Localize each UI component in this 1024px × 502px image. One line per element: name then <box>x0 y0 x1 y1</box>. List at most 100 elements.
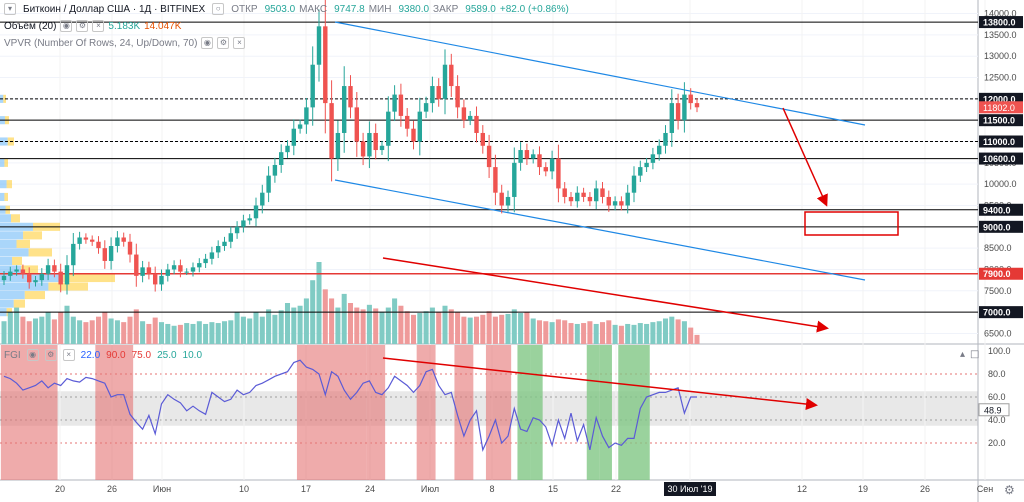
change-value: +82.0 (+0.86%) <box>499 3 569 15</box>
price-tick: 14000.0 <box>984 9 1017 19</box>
fgi-zones <box>0 345 650 480</box>
symbol-legend[interactable]: ▾ Биткоин / Доллар США · 1Д · BITFINEX ○… <box>4 3 569 15</box>
time-tick: Июл <box>421 484 439 494</box>
candles <box>1 0 700 295</box>
volume-bar <box>234 312 240 344</box>
candle-body <box>562 188 567 197</box>
volume-bar <box>32 318 39 344</box>
volume-legend[interactable]: Объём (20) ◉ ⚙ × 5.183K 14.047K <box>4 20 181 32</box>
open-label: ОТКР <box>231 3 258 15</box>
collapse-icon[interactable]: ▾ <box>4 3 16 15</box>
candle-body <box>222 241 227 247</box>
fgi-legend[interactable]: FGI ◉ ⚙ × 22.0 90.0 75.0 25.0 10.0 <box>4 349 204 361</box>
vpvr-bar-up <box>0 239 17 248</box>
volume-bar <box>64 305 70 344</box>
vpvr-bar-up <box>0 231 24 240</box>
time-tick: 24 <box>365 484 375 494</box>
volume-bar <box>442 305 448 344</box>
fgi-tick: 60.0 <box>988 392 1006 402</box>
volume-bar <box>536 320 543 344</box>
close-value: 9589.0 <box>465 3 496 15</box>
eye-icon[interactable]: ◉ <box>26 349 39 361</box>
time-tick: Сен <box>977 484 994 494</box>
circle-icon[interactable]: ○ <box>212 3 225 15</box>
fgi-zone <box>0 345 58 480</box>
vpvr-bar-up <box>0 299 14 308</box>
candle-body <box>367 132 372 157</box>
candle-body <box>449 64 454 87</box>
candle-body <box>411 128 416 142</box>
volume-bar <box>681 321 687 344</box>
candle-body <box>593 188 599 202</box>
time-tick: 15 <box>548 484 558 494</box>
candle-body <box>404 115 410 129</box>
high-label: МАКС <box>299 3 328 15</box>
candle-body <box>606 196 612 206</box>
close-icon[interactable]: × <box>233 37 246 49</box>
vpvr-bar-up <box>0 291 25 300</box>
vpvr-legend[interactable]: VPVR (Number Of Rows, 24, Up/Down, 70) ◉… <box>4 37 246 49</box>
vpvr-bar-up <box>0 158 5 167</box>
candle-body <box>348 86 353 108</box>
price-tick: 8500.0 <box>984 243 1012 253</box>
time-tick: 17 <box>301 484 311 494</box>
time-tick: 20 <box>55 484 65 494</box>
volume-bar <box>530 318 536 344</box>
vpvr-bar-down <box>24 291 45 300</box>
volume-bar <box>196 321 202 344</box>
volume-bar <box>480 314 486 344</box>
volume-bar <box>102 312 108 344</box>
eye-icon[interactable]: ◉ <box>60 20 73 32</box>
volume-bar <box>347 303 354 344</box>
volume-bar <box>329 298 335 344</box>
candle-body <box>518 150 523 163</box>
candle-body <box>197 263 202 268</box>
time-tick: 26 <box>920 484 930 494</box>
candle-body <box>423 103 429 112</box>
fgi-tick: 80.0 <box>988 369 1006 379</box>
volume-bar <box>612 324 618 344</box>
candle-body <box>360 141 366 157</box>
candle-body <box>297 124 303 129</box>
volume-bar <box>146 323 152 344</box>
price-tick: 13000.0 <box>984 51 1017 61</box>
volume-bar <box>518 313 524 344</box>
gear-icon: ⚙ <box>1004 483 1015 497</box>
vpvr-bar-up <box>0 282 49 291</box>
volume-bar <box>373 308 379 344</box>
volume-bar <box>171 325 177 344</box>
candle-body <box>688 94 693 104</box>
volume-bar <box>625 323 631 344</box>
time-tick: 10 <box>239 484 249 494</box>
volume-bar <box>644 323 650 344</box>
settings-icon[interactable]: ⚙ <box>44 349 57 361</box>
candle-body <box>694 103 700 108</box>
volume-bar <box>7 312 13 344</box>
close-icon[interactable]: × <box>92 20 105 32</box>
volume-bar <box>20 316 26 344</box>
level-tag <box>979 220 1023 233</box>
settings-icon[interactable]: ⚙ <box>76 20 89 32</box>
volume-bar <box>177 324 183 344</box>
candle-body <box>26 273 32 283</box>
close-label: ЗАКР <box>433 3 459 15</box>
volume-bar <box>505 313 511 344</box>
volume-bar <box>247 318 253 344</box>
level-tag-text: 10600.0 <box>983 154 1016 164</box>
eye-icon[interactable]: ◉ <box>201 37 214 49</box>
candle-body <box>474 115 479 133</box>
volume-bar <box>184 323 190 344</box>
annotation-arrows <box>382 107 899 410</box>
level-tag-text: 12000.0 <box>983 94 1016 104</box>
settings-icon[interactable]: ⚙ <box>217 37 230 49</box>
volume-bar <box>631 324 637 344</box>
volume-bar <box>360 309 366 344</box>
candle-body <box>581 192 586 197</box>
time-tick: 12 <box>797 484 807 494</box>
vpvr-bar-down <box>3 94 6 103</box>
candle-body <box>354 107 360 142</box>
close-icon[interactable]: × <box>62 349 75 361</box>
fgi-trend-arrow <box>382 357 818 410</box>
volume-bar <box>215 323 221 344</box>
